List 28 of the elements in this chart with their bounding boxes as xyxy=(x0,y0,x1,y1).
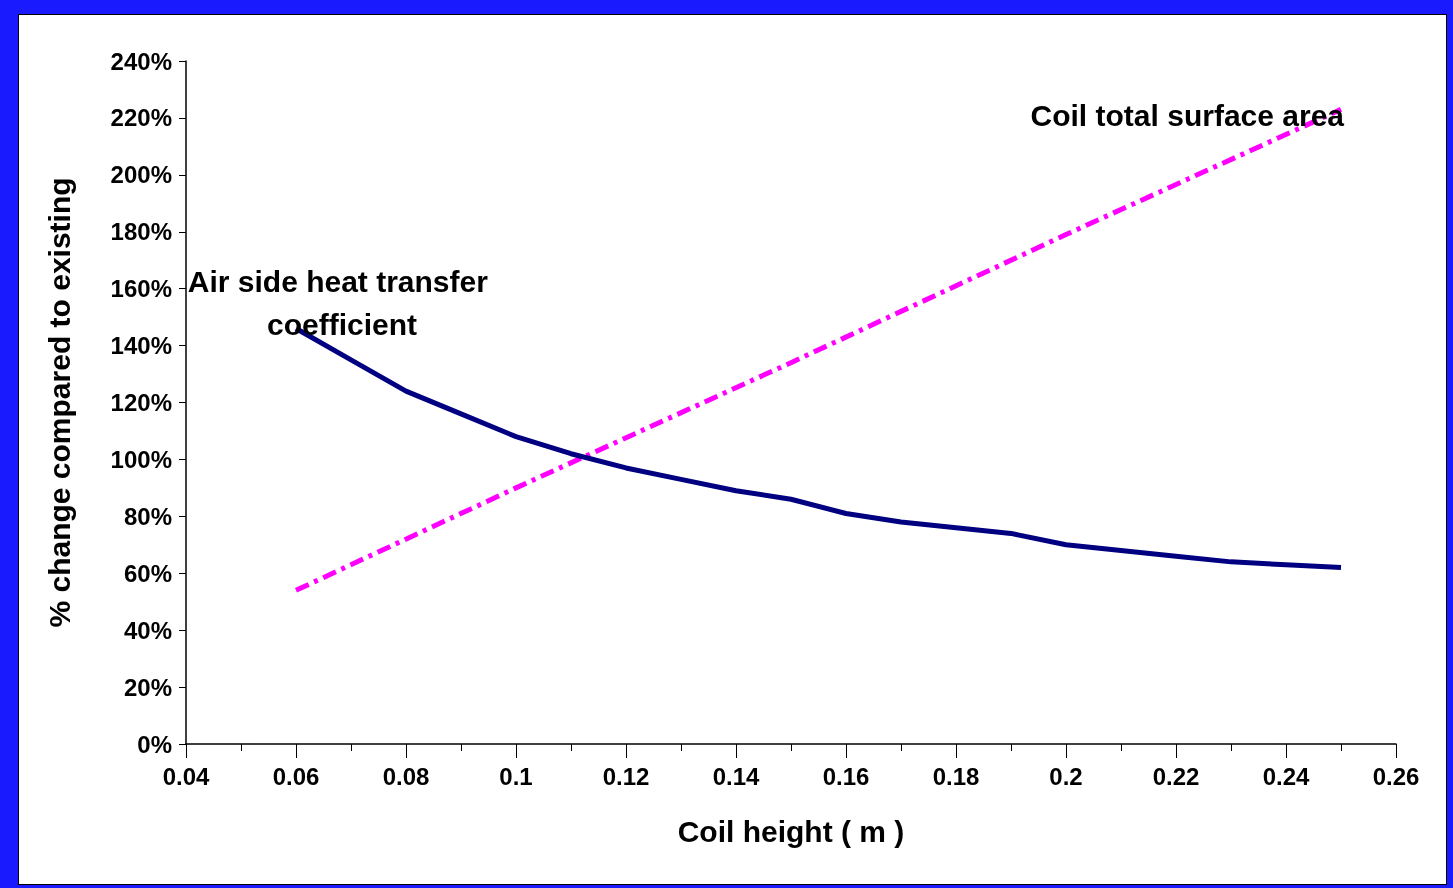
x-tick-label: 0.24 xyxy=(1262,762,1310,790)
x-tick-label: 0.16 xyxy=(822,762,870,790)
x-tick-label: 0.14 xyxy=(712,762,760,790)
y-tick-label: 200% xyxy=(110,161,172,189)
x-tick-label: 0.2 xyxy=(1049,762,1083,790)
x-tick-label: 0.1 xyxy=(499,762,533,790)
x-tick-label: 0.08 xyxy=(382,762,430,790)
y-tick-label: 0% xyxy=(137,730,172,758)
x-tick-label: 0.06 xyxy=(272,762,320,790)
y-tick-label: 20% xyxy=(123,673,172,701)
y-axis-title: % change compared to existing xyxy=(42,177,76,628)
y-tick-label: 220% xyxy=(110,104,172,132)
x-tick-label: 0.26 xyxy=(1372,762,1420,790)
y-tick-label: 180% xyxy=(110,218,172,246)
y-tick-label: 40% xyxy=(123,616,172,644)
x-tick-label: 0.04 xyxy=(162,762,210,790)
x-axis-title: Coil height ( m ) xyxy=(677,814,905,848)
y-tick-label: 160% xyxy=(110,275,172,303)
series-label: Air side heat transfer coefficient xyxy=(187,264,497,341)
y-tick-label: 100% xyxy=(110,445,172,473)
y-tick-label: 120% xyxy=(110,389,172,416)
x-tick-label: 0.12 xyxy=(602,762,650,790)
x-tick-label: 0.22 xyxy=(1152,762,1200,790)
y-tick-label: 240% xyxy=(110,47,172,75)
x-tick-label: 0.18 xyxy=(932,762,980,790)
y-tick-label: 60% xyxy=(123,559,172,587)
y-tick-label: 80% xyxy=(123,502,172,530)
y-tick-label: 140% xyxy=(110,332,172,360)
